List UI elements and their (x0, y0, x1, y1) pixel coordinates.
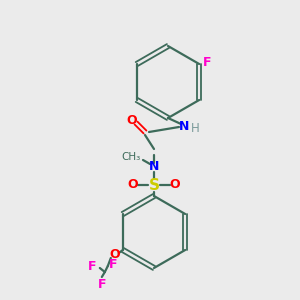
Text: O: O (127, 113, 137, 127)
Text: F: F (88, 260, 96, 274)
Text: N: N (179, 121, 189, 134)
Text: H: H (190, 122, 200, 136)
Text: O: O (170, 178, 180, 191)
Text: S: S (148, 178, 160, 193)
Text: O: O (128, 178, 138, 191)
Text: F: F (98, 278, 106, 290)
Text: CH₃: CH₃ (122, 152, 141, 162)
Text: F: F (203, 56, 212, 70)
Text: O: O (110, 248, 120, 260)
Text: N: N (149, 160, 159, 173)
Text: F: F (109, 257, 117, 271)
